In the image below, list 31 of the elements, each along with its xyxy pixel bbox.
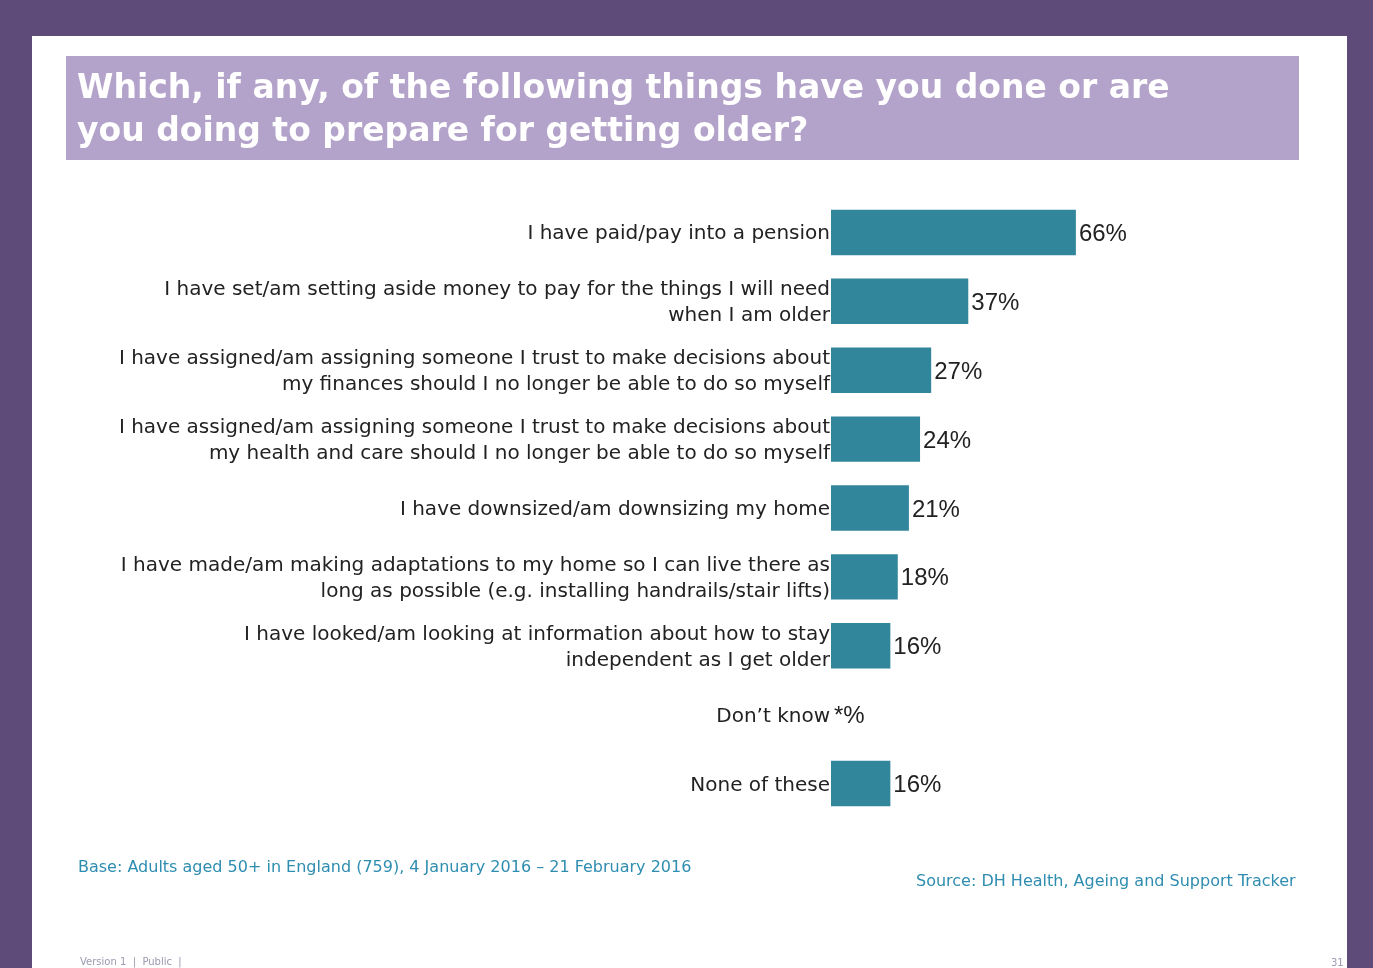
data-label: 21% [911, 494, 960, 522]
text: Base: Adults aged 50+ in England (759), 4 January 2016 – 21 February 2016 [78, 857, 692, 876]
data-label: 16% [893, 632, 942, 660]
bar [831, 760, 891, 807]
y-tick-label: I have assigned/am assigning someone I trust to make decisions about my finances should I no longer be able to do so myself [118, 345, 831, 396]
data-label: *% [834, 701, 865, 729]
data-label: 16% [893, 770, 942, 798]
bar [831, 485, 909, 531]
y-tick-label: None of these [690, 771, 830, 796]
bar [831, 347, 932, 393]
bar [831, 623, 891, 669]
y-tick-label: I have assigned/am assigning someone I trust to make decisions about my health and care should I no longer be able to do so myself [118, 414, 831, 465]
text: 31 [1331, 957, 1344, 968]
bar [831, 209, 1076, 256]
y-tick-label: I have downsized/am downsizing my home [399, 496, 830, 520]
text: Version 1 | Public | [80, 956, 182, 968]
source-note: Source: DH Health, Ageing and Support Tracker [916, 871, 1297, 890]
data-label: 37% [971, 287, 1020, 315]
y-tick-label: I have looked/am looking at information about how to stay independent as I get older [243, 620, 831, 671]
chart-title: Which, if any, of the following things have you done or are you doing to prepare for getting older? [77, 67, 1170, 149]
bar [831, 416, 921, 462]
bar [831, 554, 898, 600]
y-tick-label: I have paid/pay into a pension [527, 220, 830, 245]
y-tick-label: Don’t know [716, 702, 830, 727]
y-tick-label: I have set/am setting aside money to pay for the things I will need when I am older [164, 276, 831, 327]
data-label: 66% [1078, 218, 1127, 246]
data-label: 24% [923, 425, 972, 453]
y-tick-label: I have made/am making adaptations to my home so I can live there as long as possible (e.g. installing handrails/stair lifts) [120, 551, 830, 602]
data-label: 27% [934, 356, 983, 384]
bar [831, 278, 969, 325]
data-label: 18% [900, 563, 949, 591]
